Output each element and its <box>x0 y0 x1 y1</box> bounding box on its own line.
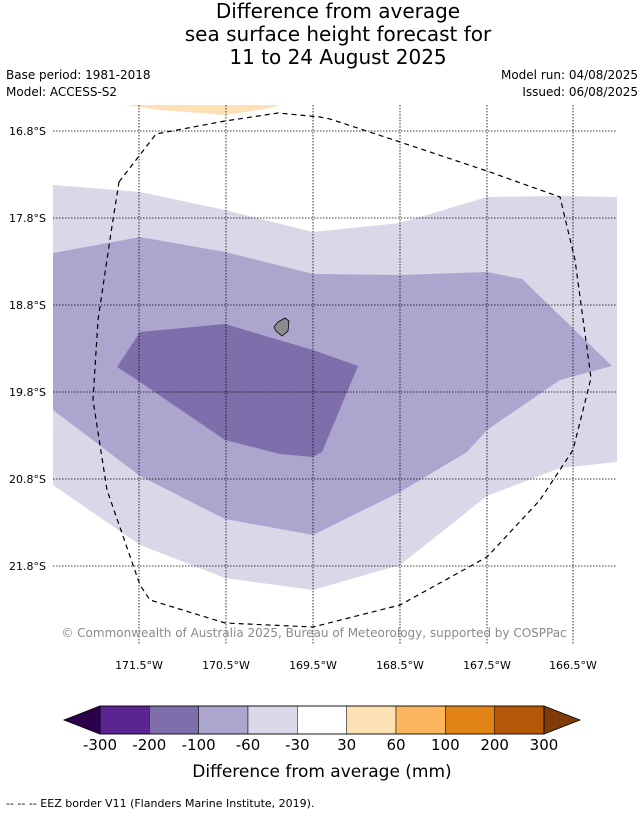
model-run-text: Model run: 04/08/2025 <box>500 68 638 82</box>
graticule <box>53 105 617 645</box>
colorbar-segment <box>149 705 199 735</box>
colorbar-segment <box>198 705 249 735</box>
lon-label-170-5: 170.5°W <box>202 659 250 672</box>
eez-border-footnote: -- -- -- EEZ border V11 (Flanders Marine… <box>6 797 315 810</box>
colorbar-segment <box>494 705 545 735</box>
issued-text: Issued: 06/08/2025 <box>522 85 638 99</box>
map-title: Difference from average sea surface heig… <box>0 0 644 69</box>
eez-border-dashed-line <box>92 112 592 628</box>
sea-surface-height-map: 16.8°S 17.8°S 18.8°S 19.8°S 20.8°S 21.8°… <box>9 105 617 672</box>
copyright-text: © Commonwealth of Australia 2025, Bureau… <box>61 626 566 640</box>
lon-label-167-5: 167.5°W <box>463 659 511 672</box>
colorbar-segment <box>297 705 347 735</box>
colorbar-tick-label: 30 <box>337 736 357 754</box>
meta-left: Base period: 1981-2018 Model: ACCESS-S2 <box>6 68 151 99</box>
title-line-2: sea surface height forecast for <box>184 22 492 46</box>
colorbar-over-arrow <box>543 705 582 735</box>
colorbar-tick-label: 300 <box>529 736 559 754</box>
lon-label-169-5: 169.5°W <box>289 659 337 672</box>
colorbar-tick-label: 200 <box>480 736 509 754</box>
lon-label-168-5: 168.5°W <box>376 659 424 672</box>
colorbar-tick-label: -300 <box>82 736 118 754</box>
colorbar-tick-label: 100 <box>431 736 460 754</box>
title-line-3: 11 to 24 August 2025 <box>229 45 447 69</box>
lat-label-19-8: 19.8°S <box>9 386 46 399</box>
positive-anomaly-region <box>124 105 280 115</box>
colorbar-segment <box>445 705 495 735</box>
colorbar-tick-label: -200 <box>132 736 167 754</box>
colorbar-tick-label: -60 <box>235 736 261 754</box>
colorbar-segment <box>99 705 150 735</box>
base-period-text: Base period: 1981-2018 <box>6 68 151 82</box>
lon-label-166-5: 166.5°W <box>549 659 597 672</box>
colorbar-segment <box>395 705 446 735</box>
anomaly-fill-layer <box>53 105 617 590</box>
colorbar-under-arrow <box>62 705 101 735</box>
model-text: Model: ACCESS-S2 <box>6 85 118 99</box>
colorbar-segments <box>99 705 545 735</box>
title-line-1: Difference from average <box>215 0 461 23</box>
lat-label-18-8: 18.8°S <box>9 299 46 312</box>
lat-label-20-8: 20.8°S <box>9 473 46 486</box>
anomaly-region-200-100 <box>117 324 358 457</box>
colorbar-title: Difference from average (mm) <box>192 762 452 782</box>
lat-label-16-8: 16.8°S <box>9 125 46 138</box>
colorbar-segment <box>346 705 397 735</box>
lat-label-21-8: 21.8°S <box>9 560 46 573</box>
colorbar-segment <box>247 705 298 735</box>
colorbar <box>62 705 582 735</box>
colorbar-tick-label: 60 <box>386 736 406 754</box>
colorbar-tick-label: -30 <box>285 736 310 754</box>
island-landmass <box>273 317 290 337</box>
colorbar-tick-label: -100 <box>181 736 216 754</box>
meta-right: Model run: 04/08/2025 Issued: 06/08/2025 <box>501 68 638 99</box>
lat-label-17-8: 17.8°S <box>9 212 46 225</box>
lon-label-171-5: 171.5°W <box>115 659 163 672</box>
